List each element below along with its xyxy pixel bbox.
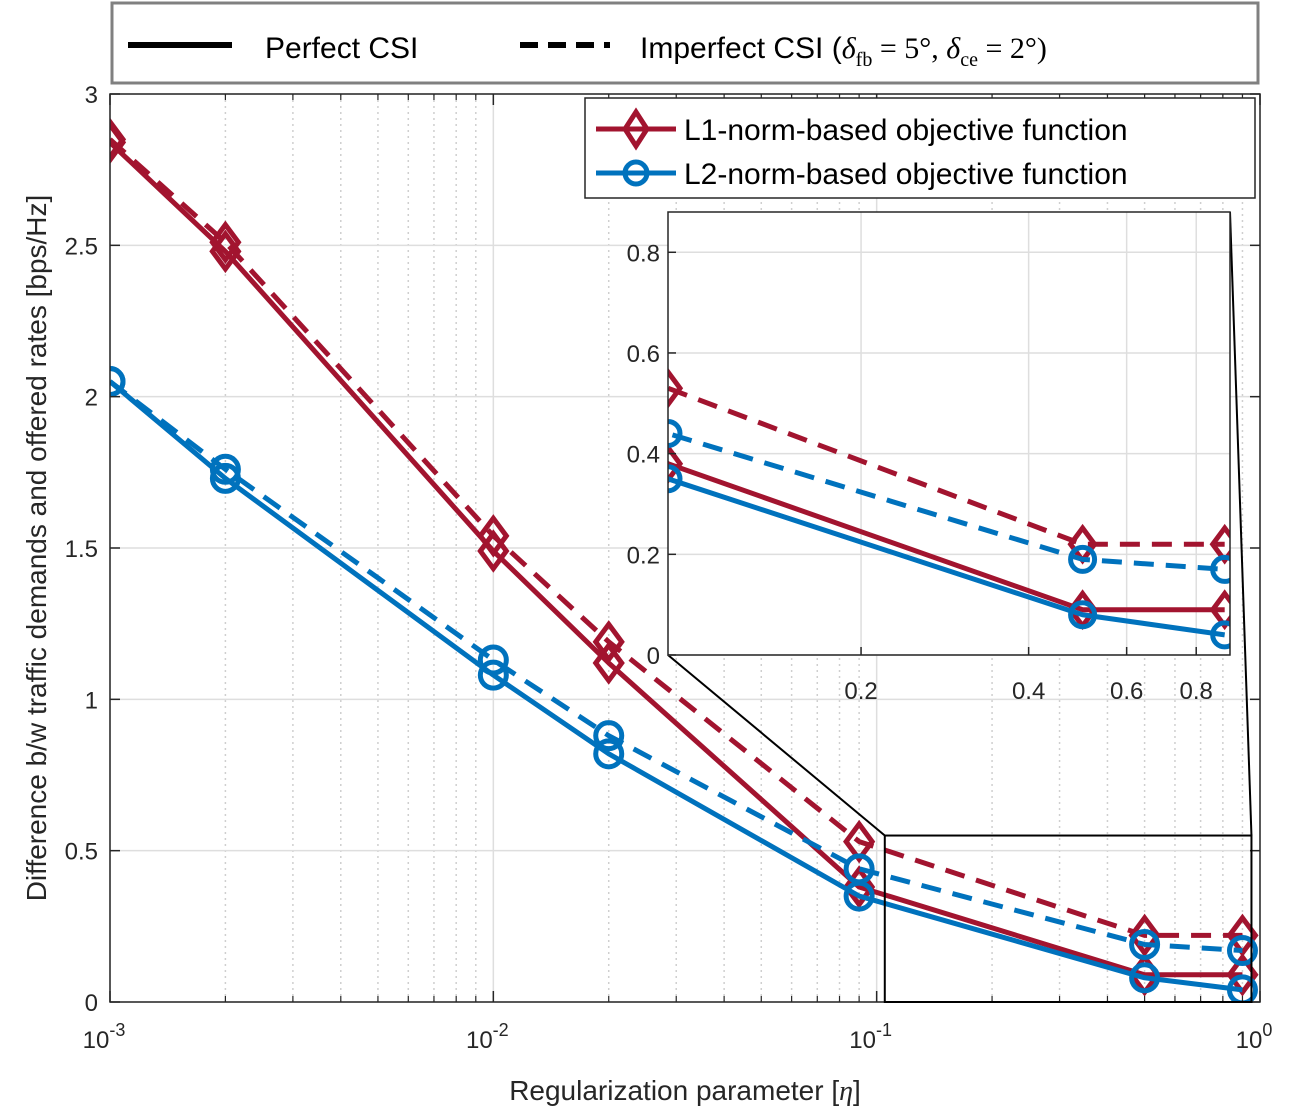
inset-y-tick-label: 0.8 <box>627 240 660 267</box>
legend-eq-1: = 5°, <box>872 32 946 65</box>
series-line-l1-imperfect <box>110 137 1243 938</box>
circle-marker <box>1129 962 1161 994</box>
x-tick-exp: -1 <box>876 1020 892 1040</box>
x-tick-label: 10-1 <box>849 1020 892 1054</box>
y-axis-label: Difference b/w traffic demands and offer… <box>21 195 52 902</box>
inset-ticks: 0 0.2 0.4 0.6 0.8 0.2 0.4 0.6 0.8 <box>627 240 1213 705</box>
x-axis-label-text: Regularization parameter [ <box>509 1075 839 1106</box>
x-tick-label: 10-3 <box>83 1020 126 1054</box>
circle-marker <box>1129 928 1161 960</box>
main-series <box>110 117 1259 1002</box>
zoom-box <box>883 834 1253 1003</box>
inner-legend-box <box>584 97 1256 199</box>
y-tick-label: 2.5 <box>65 233 98 260</box>
zoom-connector <box>667 654 886 837</box>
legend-imperfect-prefix: Imperfect CSI ( <box>640 32 842 65</box>
diamond-marker <box>477 514 510 558</box>
x-tick-exp: -2 <box>493 1020 509 1040</box>
y-tick-label: 0.5 <box>65 839 98 866</box>
inset-y-tick-label: 0.4 <box>627 442 660 469</box>
circle-marker <box>593 738 625 770</box>
diamond-marker <box>843 819 876 864</box>
x-tick-base: 10 <box>83 1027 110 1054</box>
y-tick-label: 3 <box>85 82 98 109</box>
legend-sub-fb: fb <box>856 49 873 71</box>
circle-marker <box>477 659 509 691</box>
y-tick-label: 2 <box>85 385 98 412</box>
top-legend: Perfect CSI Imperfect CSI (δfb = 5°, δce… <box>110 1 1260 85</box>
series-line-l2-imperfect <box>110 379 1243 954</box>
legend-imperfect-csi: Imperfect CSI (δfb = 5°, δce = 2°) <box>640 32 1047 71</box>
inset-x-tick-label: 0.6 <box>1110 678 1143 705</box>
x-tick-exp: 0 <box>1262 1020 1272 1040</box>
x-axis-label-symbol: η <box>839 1076 853 1107</box>
inset-x-tick-label: 0.4 <box>1012 678 1045 705</box>
circle-marker <box>1226 974 1258 1002</box>
legend-delta-2: δ <box>946 32 961 65</box>
circle-marker <box>110 366 126 398</box>
x-tick-label: 100 <box>1236 1020 1273 1054</box>
legend-l1-label: L1-norm-based objective function <box>684 114 1128 147</box>
x-axis-label-end: ] <box>853 1075 861 1106</box>
zoom-indicator <box>667 211 1253 1003</box>
diamond-marker <box>1209 523 1230 565</box>
legend-perfect-csi: Perfect CSI <box>265 32 418 65</box>
circle-marker <box>209 453 241 485</box>
top-legend-box <box>110 1 1260 85</box>
inset-plot: 0 0.2 0.4 0.6 0.8 0.2 0.4 0.6 0.8 <box>627 211 1231 705</box>
inner-legend: L1-norm-based objective function L2-norm… <box>584 97 1256 199</box>
x-tick-exp: -3 <box>109 1020 125 1040</box>
circle-marker <box>1226 935 1258 967</box>
legend-eq-2: = 2°) <box>978 32 1047 65</box>
inset-x-tick-label: 0.8 <box>1180 678 1213 705</box>
inset-y-tick-label: 0.6 <box>627 341 660 368</box>
diamond-marker <box>1209 589 1230 631</box>
legend-l2-label: L2-norm-based objective function <box>684 158 1128 191</box>
diamond-marker <box>110 117 127 162</box>
diamond-marker <box>592 641 625 685</box>
inset-background <box>668 212 1230 655</box>
legend-l2-marker <box>622 159 650 187</box>
x-tick-label: 10-2 <box>466 1020 509 1054</box>
circle-marker <box>668 464 683 494</box>
inset-series-line <box>668 384 1225 547</box>
circle-marker <box>477 644 509 676</box>
circle-marker <box>1068 600 1098 630</box>
inset-y-tick-label: 0.2 <box>627 542 660 569</box>
x-tick-base: 10 <box>466 1027 493 1054</box>
inset-series-line <box>668 460 1225 613</box>
inset-x-tick-label: 0.2 <box>844 678 877 705</box>
x-tick-base: 10 <box>849 1027 876 1054</box>
circle-marker <box>1210 620 1230 650</box>
circle-marker <box>1210 554 1230 584</box>
diamond-marker <box>209 220 242 265</box>
zoom-connector <box>1229 211 1253 836</box>
legend-sub-ce: ce <box>960 49 978 71</box>
circle-marker <box>1068 544 1098 574</box>
diamond-marker <box>1128 913 1161 958</box>
inset-series <box>668 367 1230 650</box>
circle-marker <box>668 419 683 448</box>
legend-delta-1: δ <box>842 32 857 65</box>
x-axis-label: Regularization parameter [η] <box>509 1075 861 1107</box>
inset-series-line <box>668 475 1226 638</box>
circle-marker <box>593 720 625 752</box>
y-tick-label: 1.5 <box>65 536 98 563</box>
inset-axes-box <box>667 211 1231 656</box>
circle-marker <box>843 853 875 885</box>
diamond-marker <box>668 367 684 409</box>
diamond-marker <box>592 620 625 664</box>
diamond-marker <box>668 443 684 485</box>
y-tick-label: 0 <box>85 990 98 1017</box>
series-line-l2-perfect <box>110 379 1243 993</box>
legend-l1-marker <box>622 107 650 151</box>
inset-y-tick-label: 0 <box>647 643 660 670</box>
x-tick-base: 10 <box>1236 1027 1263 1054</box>
y-tick-label: 1 <box>85 687 98 714</box>
